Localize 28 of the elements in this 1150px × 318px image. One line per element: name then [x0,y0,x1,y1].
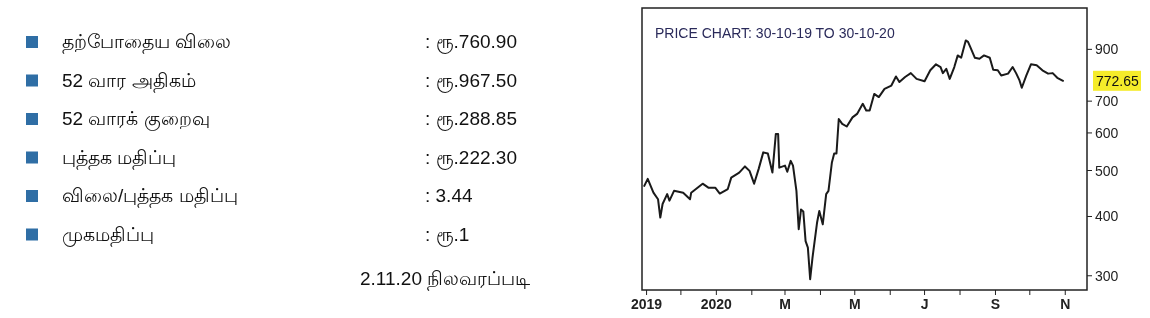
y-tick-label: 300 [1095,267,1119,284]
text: 772.65 [1096,72,1140,89]
x-tick-label: J [920,296,929,312]
category-label: புத்தக மதிப்பு [62,146,177,170]
category-label: விலை/புத்தக மதிப்பு [62,185,238,208]
text: : ரூ.288.85 [425,108,517,129]
text: 2.11.20 நிலவரப்படி [360,268,531,291]
category-label: 52 வார அதிகம் [62,69,196,93]
category-label: முகமதிப்பு [62,223,154,247]
x-tick-label: 2019 [631,296,663,312]
y-tick-label: 700 [1095,93,1119,110]
text: : ரூ.222.30 [425,146,517,168]
category-label: தற்போதைய விலை [62,31,232,54]
x-tick-label: M [848,296,861,312]
x-tick-label: S [990,296,1001,312]
x-tick-label: N [1060,296,1071,312]
x-tick-label: M [779,296,791,312]
y-tick-label: 900 [1095,41,1119,58]
y-tick-label: 500 [1095,162,1119,179]
text: : ரூ.967.50 [425,69,517,91]
y-tick-label: 600 [1095,124,1119,141]
text: : 3.44 [425,185,473,206]
text: : ரூ.760.90 [425,31,517,52]
text: PRICE CHART: 30-10-19 TO 30-10-20 [655,25,895,41]
y-tick-label: 400 [1095,208,1119,225]
text: : ரூ.1 [425,223,470,245]
category-label: 52 வாரக் குறைவு [62,108,210,131]
x-tick-label: 2020 [700,296,733,312]
